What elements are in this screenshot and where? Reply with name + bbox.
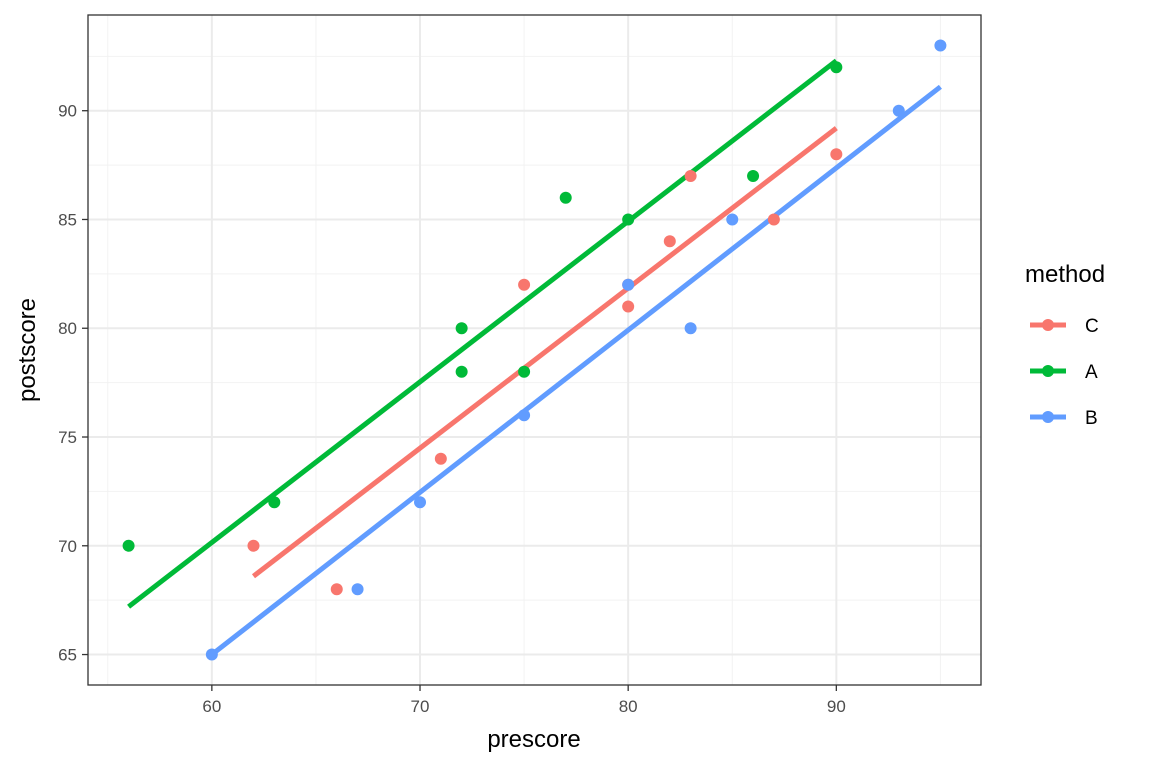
data-point-B	[934, 39, 947, 52]
y-tick-label: 70	[58, 537, 77, 556]
x-tick-label: 70	[411, 697, 430, 716]
legend-key-point-C	[1042, 319, 1054, 331]
data-point-B	[892, 104, 905, 117]
x-axis-title: prescore	[487, 726, 580, 753]
data-point-C	[434, 452, 447, 465]
y-tick-label: 65	[58, 646, 77, 665]
plot-panel-border	[87, 14, 982, 686]
legend-key-point-A	[1042, 365, 1054, 377]
legend: method C A B	[1025, 261, 1105, 429]
data-point-C	[830, 148, 843, 161]
data-point-B	[726, 213, 739, 226]
y-axis: 65 70 75 80 85 90	[58, 102, 88, 665]
legend-label-B: B	[1085, 408, 1098, 429]
y-tick-label: 75	[58, 428, 77, 447]
data-point-C	[518, 278, 531, 291]
data-point-A	[747, 169, 760, 182]
data-point-A	[455, 322, 468, 335]
legend-key-point-B	[1042, 411, 1054, 423]
data-point-C	[330, 583, 343, 596]
plot-panel-background	[88, 15, 981, 685]
fit-line-A	[127, 58, 838, 609]
data-point-B	[351, 583, 364, 596]
data-point-A	[268, 496, 281, 509]
data-point-A	[622, 213, 635, 226]
data-point-B	[684, 322, 697, 335]
data-point-C	[663, 235, 676, 248]
data-point-B	[518, 409, 531, 422]
x-tick-label: 80	[619, 697, 638, 716]
fit-lines	[127, 58, 942, 657]
y-tick-label: 80	[58, 319, 77, 338]
y-tick-label: 90	[58, 102, 77, 121]
data-point-A	[455, 365, 468, 378]
fit-line-B	[210, 84, 942, 657]
x-tick-label: 90	[827, 697, 846, 716]
grid-major	[88, 15, 981, 685]
data-point-B	[205, 648, 218, 661]
fit-line-C	[251, 126, 838, 579]
legend-label-A: A	[1085, 362, 1098, 383]
data-point-A	[518, 365, 531, 378]
y-tick-label: 85	[58, 210, 77, 229]
data-points	[122, 39, 947, 661]
data-point-C	[247, 539, 260, 552]
data-point-C	[767, 213, 780, 226]
legend-label-C: C	[1085, 316, 1099, 337]
data-point-A	[830, 61, 843, 74]
data-point-B	[414, 496, 427, 509]
data-point-A	[559, 191, 572, 204]
data-point-B	[622, 278, 635, 291]
data-point-A	[122, 539, 135, 552]
x-axis: 60 70 80 90	[202, 685, 846, 716]
data-point-C	[684, 169, 697, 182]
data-point-C	[622, 300, 635, 313]
grid-minor	[88, 15, 981, 685]
legend-title: method	[1025, 261, 1105, 288]
x-tick-label: 60	[202, 697, 221, 716]
y-axis-title: postscore	[14, 298, 41, 402]
